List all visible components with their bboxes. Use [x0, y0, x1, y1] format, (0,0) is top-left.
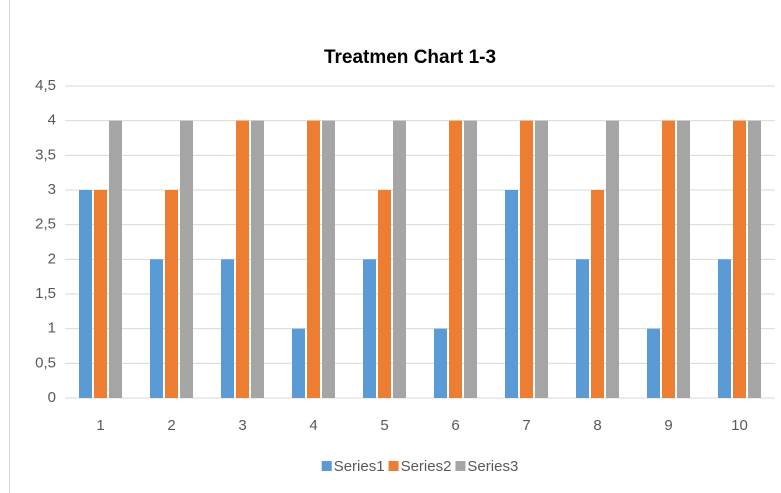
bar — [677, 120, 690, 399]
bar — [748, 120, 761, 399]
bar — [591, 190, 604, 398]
y-tick-label: 1,5 — [35, 285, 56, 302]
bar — [464, 120, 477, 399]
bar — [733, 120, 746, 399]
bar — [79, 190, 92, 398]
y-tick-label: 3 — [48, 181, 56, 198]
bar — [662, 120, 675, 399]
x-tick-label: 7 — [522, 417, 530, 434]
bar — [505, 190, 518, 398]
x-tick-label: 6 — [451, 417, 459, 434]
bar — [251, 120, 264, 399]
bar — [307, 120, 320, 399]
y-tick-label: 4 — [48, 112, 56, 129]
bar — [606, 120, 619, 399]
x-tick-label: 10 — [731, 417, 748, 434]
bar — [393, 120, 406, 399]
bar — [180, 120, 193, 399]
y-tick-label: 1 — [48, 320, 56, 337]
bar — [109, 120, 122, 399]
x-tick-label: 8 — [593, 417, 601, 434]
legend-swatch — [388, 461, 399, 471]
x-tick-label: 9 — [664, 417, 672, 434]
x-tick-label: 3 — [238, 417, 246, 434]
legend-swatch — [455, 461, 466, 471]
x-tick-label: 1 — [96, 417, 104, 434]
chart-title: Treatmen Chart 1-3 — [324, 47, 496, 68]
y-tick-label: 3,5 — [35, 146, 56, 163]
bar — [520, 120, 533, 399]
bar — [363, 259, 376, 398]
y-tick-label: 0,5 — [35, 354, 56, 371]
bar — [378, 190, 391, 398]
bar — [236, 120, 249, 399]
y-tick-label: 2,5 — [35, 216, 56, 233]
legend-swatch — [321, 461, 332, 471]
bar — [150, 259, 163, 398]
bar — [221, 259, 234, 398]
bar — [94, 190, 107, 398]
x-tick-label: 5 — [380, 417, 388, 434]
bar — [449, 120, 462, 399]
bar — [576, 259, 589, 398]
legend-label: Series1 — [334, 458, 385, 475]
y-tick-label: 2 — [48, 250, 56, 267]
legend-label: Series2 — [401, 458, 452, 475]
bar — [718, 259, 731, 398]
x-tick-label: 2 — [167, 417, 175, 434]
bar — [647, 328, 660, 398]
bar — [322, 120, 335, 399]
y-tick-label: 0 — [48, 389, 56, 406]
bar — [434, 328, 447, 398]
y-tick-label: 4,5 — [35, 77, 56, 94]
legend-label: Series3 — [467, 458, 518, 475]
bar — [165, 190, 178, 398]
x-tick-label: 4 — [309, 417, 317, 434]
bar — [292, 328, 305, 398]
bar — [535, 120, 548, 399]
